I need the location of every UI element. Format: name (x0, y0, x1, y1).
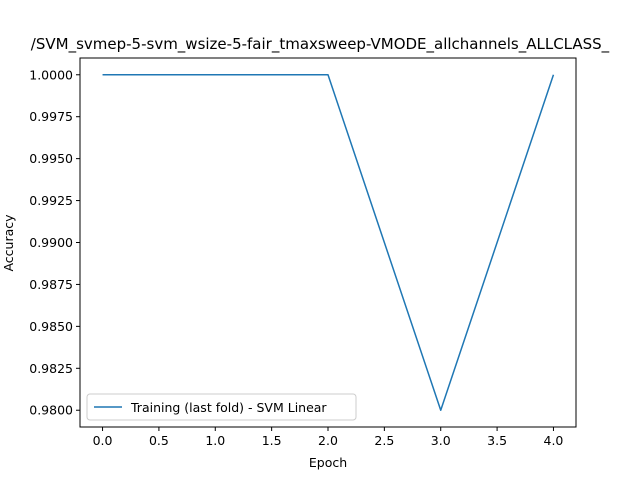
legend-box (86, 393, 357, 421)
y-tick-label: 0.9900 (29, 235, 73, 250)
legend-label-training: Training (last fold) - SVM Linear (130, 400, 327, 415)
x-tick-label: 3.0 (431, 433, 451, 448)
x-axis-ticks: 0.0 0.5 1.0 1.5 2.0 2.5 3.0 3.5 4.0 (93, 427, 564, 448)
x-tick-label: 2.5 (374, 433, 394, 448)
y-tick-label: 0.9875 (29, 277, 73, 292)
x-tick-label: 0.5 (149, 433, 169, 448)
x-tick-label: 4.0 (544, 433, 564, 448)
chart-title: /SVM_svmep-5-svm_wsize-5-fair_tmaxsweep-… (31, 35, 610, 54)
y-axis-label: Accuracy (1, 214, 16, 272)
y-tick-label: 0.9975 (29, 109, 73, 124)
y-tick-label: 0.9850 (29, 319, 73, 334)
y-tick-label: 0.9825 (29, 361, 73, 376)
series-layer (102, 74, 555, 411)
x-axis-label: Epoch (309, 455, 347, 470)
y-axis-ticks: 0.9800 0.9825 0.9850 0.9875 0.9900 0.9925 0.99… (29, 67, 80, 418)
x-tick-label: 1.5 (262, 433, 282, 448)
x-tick-label: 2.0 (318, 433, 338, 448)
x-tick-label: 3.5 (487, 433, 507, 448)
y-tick-label: 0.9800 (29, 403, 73, 418)
x-tick-label: 1.0 (205, 433, 225, 448)
y-tick-label: 0.9925 (29, 193, 73, 208)
x-tick-label: 0.0 (93, 433, 113, 448)
legend: Training (last fold) - SVM Linear (86, 393, 357, 421)
y-tick-label: 0.9950 (29, 151, 73, 166)
y-tick-label: 1.0000 (29, 67, 73, 82)
series-line-training (102, 74, 555, 411)
plot-area-frame (79, 57, 577, 428)
